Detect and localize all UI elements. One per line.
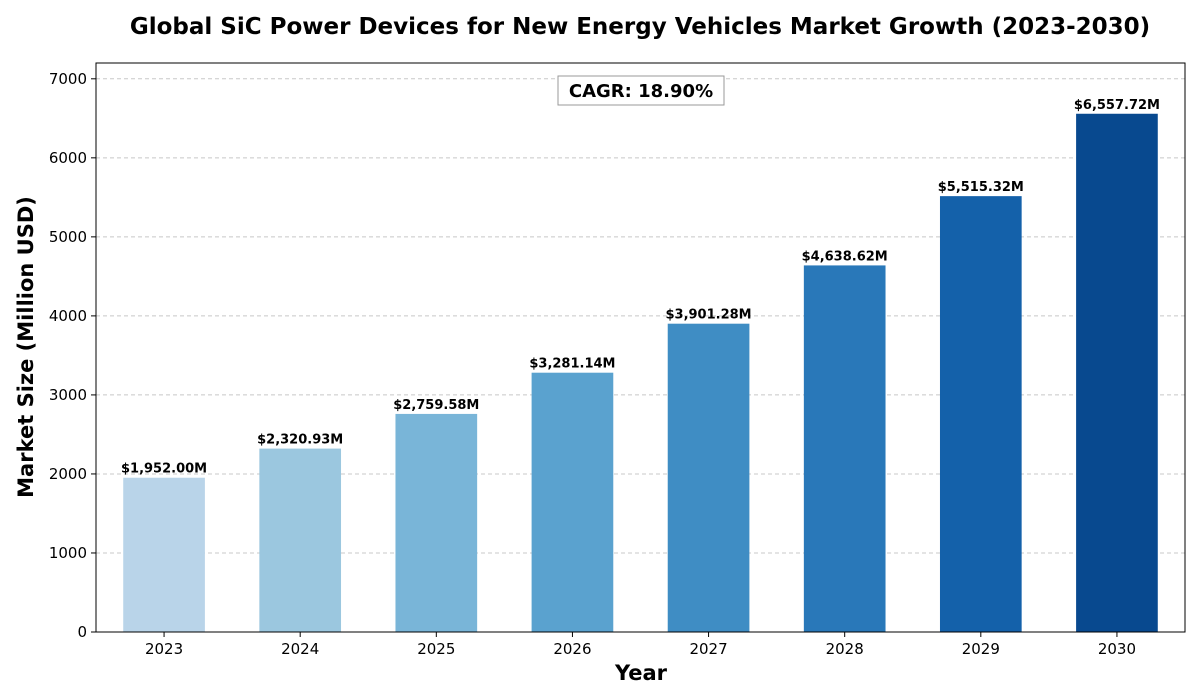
- data-label-2026: $3,281.14M: [529, 357, 615, 372]
- x-tick-label: 2026: [553, 640, 591, 658]
- x-tick-label: 2024: [281, 640, 319, 658]
- x-axis-title: Year: [614, 661, 668, 685]
- y-tick-label: 2000: [49, 465, 87, 483]
- y-tick-label: 0: [77, 623, 87, 641]
- data-label-2025: $2,759.58M: [393, 398, 479, 413]
- x-tick-label: 2023: [145, 640, 183, 658]
- x-tick-label: 2030: [1098, 640, 1136, 658]
- x-tick-label: 2025: [417, 640, 455, 658]
- x-axis: 2023 2024 2025 2026 2027 2028 2029 2030: [145, 632, 1136, 658]
- data-label-2023: $1,952.00M: [121, 462, 207, 477]
- bar-2027: [667, 323, 750, 632]
- data-label-2029: $5,515.32M: [938, 180, 1024, 195]
- y-tick-label: 4000: [49, 307, 87, 325]
- x-tick-label: 2027: [689, 640, 727, 658]
- bar-2026: [531, 372, 614, 632]
- bar-2023: [123, 477, 205, 632]
- data-label-2028: $4,638.62M: [802, 249, 888, 264]
- bar-2025: [395, 413, 478, 632]
- bar-2028: [803, 265, 886, 632]
- y-tick-label: 3000: [49, 386, 87, 404]
- plot-frame: [95, 62, 1186, 633]
- bar-2030: [1076, 113, 1158, 633]
- bar-2029: [939, 196, 1022, 632]
- cagr-box: [557, 75, 725, 106]
- y-tick-label: 5000: [49, 228, 87, 246]
- bars: [123, 113, 1158, 633]
- x-tick-label: 2029: [962, 640, 1000, 658]
- data-label-2027: $3,901.28M: [665, 308, 751, 323]
- y-tick-label: 1000: [49, 544, 87, 562]
- data-label-2030: $6,557.72M: [1074, 98, 1160, 113]
- y-axis-title: Market Size (Million USD): [14, 196, 38, 498]
- data-labels: $1,952.00M $2,320.93M $2,759.58M $3,281.14M…: [121, 98, 1160, 477]
- chart-title: Global SiC Power Devices for New Energy …: [130, 14, 1150, 40]
- bar-2024: [259, 448, 342, 632]
- x-tick-label: 2028: [826, 640, 864, 658]
- cagr-label: CAGR: 18.90%: [569, 81, 713, 102]
- y-tick-label: 7000: [49, 70, 87, 88]
- y-tick-label: 6000: [49, 149, 87, 167]
- cagr-annotation: CAGR: 18.90%: [557, 75, 725, 106]
- data-label-2024: $2,320.93M: [257, 433, 343, 448]
- y-axis: 0 1000 2000 3000 4000 5000 6000 7000: [49, 70, 96, 641]
